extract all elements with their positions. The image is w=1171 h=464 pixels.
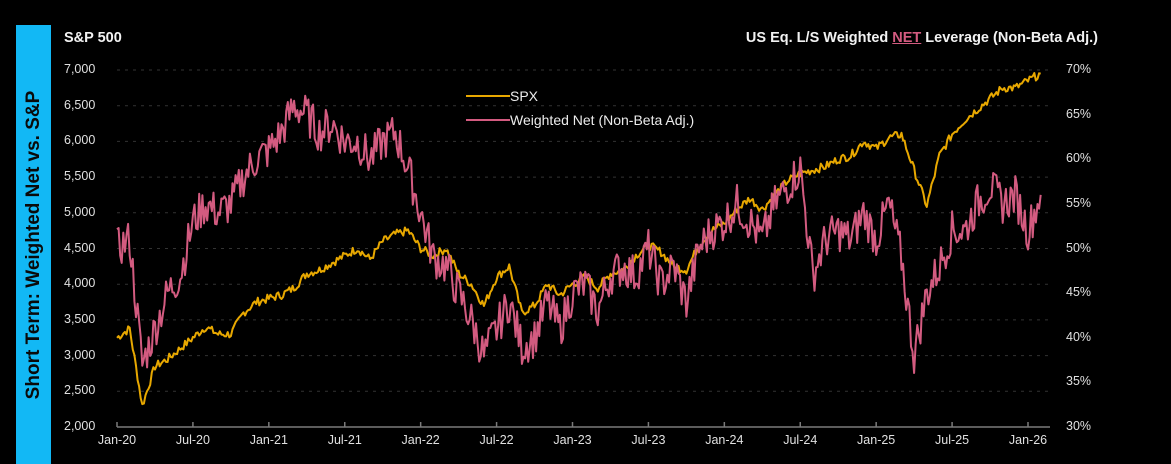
left-axis-tick-label: 4,000 <box>64 276 96 291</box>
legend: SPX Weighted Net (Non-Beta Adj.) <box>466 84 694 132</box>
chart-title-highlight: NET <box>892 30 922 46</box>
right-axis-tick-label: 40% <box>1066 329 1092 344</box>
x-axis-tick-label: Jul-25 <box>935 433 970 447</box>
right-axis-tick-label: 45% <box>1066 285 1092 300</box>
chart-title: US Eq. L/S Weighted NET Leverage (Non-Be… <box>746 30 1098 46</box>
legend-swatch-spx <box>466 95 510 97</box>
left-axis-tick-label: 6,000 <box>64 133 96 148</box>
x-axis-tick-label: Jan-22 <box>401 433 440 447</box>
left-axis-title: S&P 500 <box>64 30 122 46</box>
x-axis-tick-label: Jan-21 <box>249 433 288 447</box>
side-banner: Short Term: Weighted Net vs. S&P <box>16 25 51 464</box>
x-axis-tick-label: Jan-20 <box>97 433 137 447</box>
left-axis-tick-label: 2,000 <box>64 419 96 433</box>
left-axis-tick-label: 7,000 <box>64 62 96 76</box>
left-axis-tick-label: 5,500 <box>64 169 96 184</box>
x-axis-tick-label: Jan-25 <box>857 433 896 447</box>
x-axis-tick-label: Jan-26 <box>1008 433 1048 447</box>
x-axis-tick-label: Jul-20 <box>175 433 210 447</box>
legend-swatch-net <box>466 119 510 121</box>
legend-item-spx: SPX <box>466 84 694 108</box>
x-axis-tick-label: Jul-21 <box>327 433 362 447</box>
left-axis-tick-label: 5,000 <box>64 204 96 219</box>
left-axis-tick-label: 6,500 <box>64 97 96 112</box>
x-axis-tick-label: Jul-23 <box>631 433 666 447</box>
left-axis-tick-label: 3,500 <box>64 311 96 326</box>
x-axis-tick-label: Jan-24 <box>705 433 744 447</box>
x-axis-tick-label: Jul-22 <box>479 433 514 447</box>
right-axis-tick-label: 55% <box>1066 195 1092 210</box>
x-axis-tick-label: Jan-23 <box>553 433 592 447</box>
legend-label-spx: SPX <box>510 88 539 104</box>
chart-title-prefix: US Eq. L/S Weighted <box>745 30 893 46</box>
left-axis-tick-label: 2,500 <box>64 383 96 398</box>
right-axis-tick-label: 35% <box>1066 374 1092 389</box>
chart-title-suffix: Leverage (Non-Beta Adj.) <box>921 30 1098 46</box>
x-axis-tick-label: Jul-24 <box>783 433 818 447</box>
series-line-weighted-net <box>116 94 1042 374</box>
legend-label-net: Weighted Net (Non-Beta Adj.) <box>510 112 695 128</box>
right-axis-tick-label: 50% <box>1066 240 1092 255</box>
right-axis-tick-label: 30% <box>1066 419 1092 433</box>
right-axis-tick-label: 60% <box>1066 151 1092 166</box>
right-axis-tick-label: 65% <box>1066 106 1092 121</box>
legend-item-net: Weighted Net (Non-Beta Adj.) <box>466 108 694 132</box>
left-axis-tick-label: 3,000 <box>64 347 96 362</box>
right-axis-tick-label: 70% <box>1066 62 1092 76</box>
left-axis-tick-label: 4,500 <box>64 240 96 255</box>
